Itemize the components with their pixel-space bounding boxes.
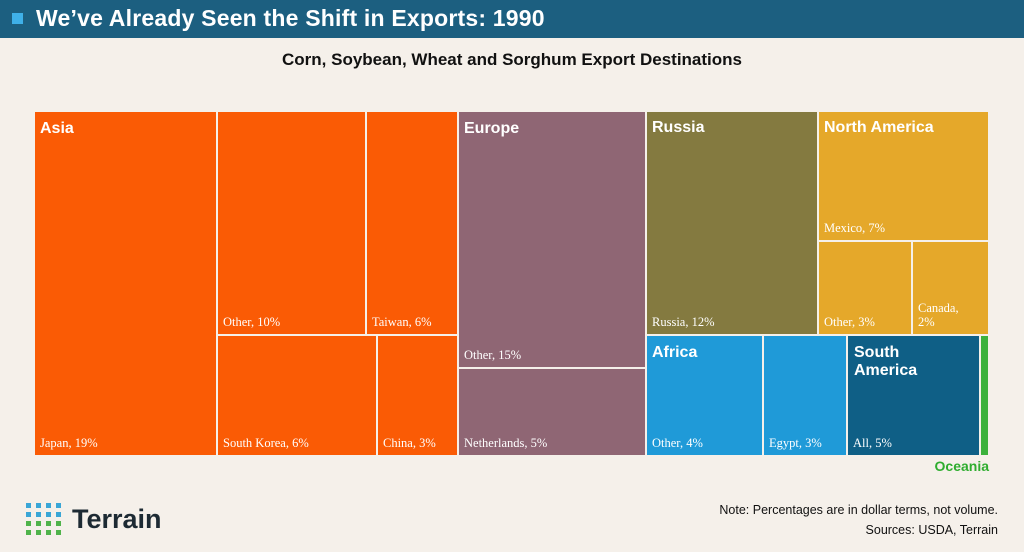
treemap-tile-north-america-mexico [819, 112, 988, 240]
sources-text: Sources: USDA, Terrain [865, 523, 998, 537]
region-label: South [854, 344, 899, 361]
treemap-tile-asia-japan [35, 112, 216, 455]
region-label: North America [824, 119, 934, 136]
region-label: Russia [652, 119, 705, 136]
treemap-tile-asia-south-korea [218, 336, 376, 455]
treemap-tile-africa-egypt [764, 336, 846, 455]
region-label-oceania: Oceania [935, 458, 990, 474]
region-label: Africa [652, 344, 697, 361]
treemap-tile-north-america-canada [913, 242, 988, 334]
page-title: We’ve Already Seen the Shift in Exports:… [36, 5, 545, 31]
treemap-tile-africa-other [647, 336, 762, 455]
treemap-tile-europe-other [459, 112, 645, 367]
logo-text: Terrain [72, 504, 162, 534]
tile-label: Taiwan, 6% [372, 315, 432, 329]
tile-label: South Korea, 6% [223, 436, 309, 450]
header-square-icon [12, 13, 23, 24]
tile-label: Other, 15% [464, 348, 521, 362]
tile-label: Canada, [918, 301, 959, 315]
treemap-tile-north-america-other [819, 242, 911, 334]
tile-label: 2% [918, 315, 935, 329]
tile-label: Russia, 12% [652, 315, 715, 329]
treemap-tile-south-america-all [848, 336, 979, 455]
region-label: Asia [40, 120, 74, 137]
treemap-tile-russia-russia [647, 112, 817, 334]
footnote: Note: Percentages are in dollar terms, n… [719, 500, 998, 540]
tile-label: Mexico, 7% [824, 221, 885, 235]
tile-label: Egypt, 3% [769, 436, 822, 450]
note-text: Note: Percentages are in dollar terms, n… [719, 503, 998, 517]
chart-title: Corn, Soybean, Wheat and Sorghum Export … [282, 50, 742, 69]
treemap-tile-asia-china [378, 336, 457, 455]
treemap-tile-asia-taiwan [367, 112, 457, 334]
tile-label: Other, 3% [824, 315, 875, 329]
tile-label: China, 3% [383, 436, 436, 450]
tile-label: Japan, 19% [40, 436, 98, 450]
region-label: Europe [464, 120, 519, 137]
tile-label: Other, 10% [223, 315, 280, 329]
treemap-tile-asia-other [218, 112, 365, 334]
tile-label: Netherlands, 5% [464, 436, 547, 450]
header-bar: We’ve Already Seen the Shift in Exports:… [0, 0, 1024, 38]
treemap-tile-oceania-oceania [981, 336, 988, 455]
region-label: America [854, 362, 917, 379]
tile-label: All, 5% [853, 436, 892, 450]
terrain-dots-icon [26, 503, 61, 535]
tile-label: Other, 4% [652, 436, 703, 450]
treemap-tile-europe-netherlands [459, 369, 645, 455]
